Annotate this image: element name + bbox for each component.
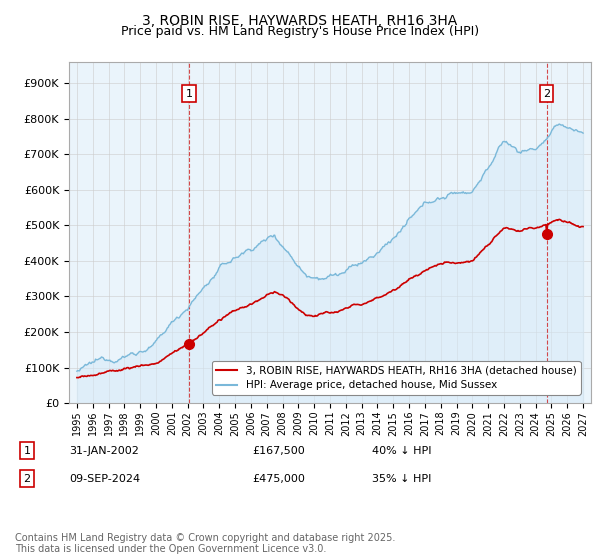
Text: 35% ↓ HPI: 35% ↓ HPI [372, 474, 431, 484]
Legend: 3, ROBIN RISE, HAYWARDS HEATH, RH16 3HA (detached house), HPI: Average price, de: 3, ROBIN RISE, HAYWARDS HEATH, RH16 3HA … [212, 361, 581, 395]
Text: 40% ↓ HPI: 40% ↓ HPI [372, 446, 431, 456]
Text: 3, ROBIN RISE, HAYWARDS HEATH, RH16 3HA: 3, ROBIN RISE, HAYWARDS HEATH, RH16 3HA [142, 14, 458, 28]
Text: 1: 1 [23, 446, 31, 456]
Text: 09-SEP-2024: 09-SEP-2024 [69, 474, 140, 484]
Text: £167,500: £167,500 [252, 446, 305, 456]
Text: 2: 2 [23, 474, 31, 484]
Text: 2: 2 [543, 88, 550, 99]
Text: 1: 1 [185, 88, 193, 99]
Text: £475,000: £475,000 [252, 474, 305, 484]
Text: Contains HM Land Registry data © Crown copyright and database right 2025.
This d: Contains HM Land Registry data © Crown c… [15, 533, 395, 554]
Text: Price paid vs. HM Land Registry's House Price Index (HPI): Price paid vs. HM Land Registry's House … [121, 25, 479, 38]
Text: 31-JAN-2002: 31-JAN-2002 [69, 446, 139, 456]
